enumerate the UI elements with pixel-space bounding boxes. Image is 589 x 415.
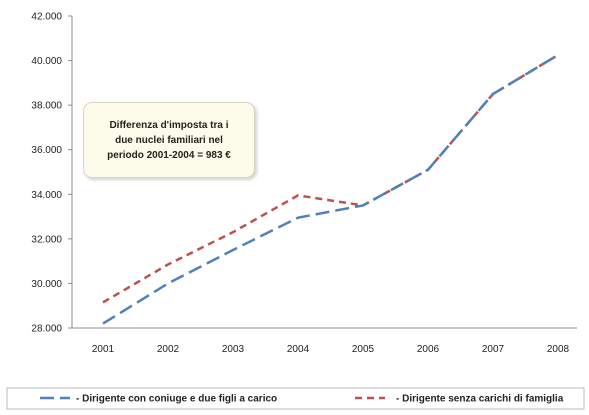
x-tick-label: 2005 xyxy=(352,344,375,355)
legend-label: - Dirigente senza carichi di famiglia xyxy=(396,394,564,405)
y-tick-label: 36.000 xyxy=(31,145,62,156)
x-tick-label: 2007 xyxy=(482,344,505,355)
y-tick-label: 30.000 xyxy=(31,279,62,290)
series-lines xyxy=(102,53,559,325)
x-tick-label: 2006 xyxy=(417,344,440,355)
y-tick-label: 28.000 xyxy=(31,324,62,335)
legend-label: - Dirigente con coniuge e due figli a ca… xyxy=(76,394,277,405)
x-tick-label: 2002 xyxy=(157,344,180,355)
annotation-box: Differenza d'imposta tra i due nuclei fa… xyxy=(83,102,255,178)
x-tick-label: 2008 xyxy=(547,344,570,355)
series-line-2 xyxy=(102,53,559,304)
x-tick-label: 2001 xyxy=(92,344,115,355)
series-line-1 xyxy=(102,53,559,325)
y-tick-label: 32.000 xyxy=(31,234,62,245)
annotation-text: Differenza d'imposta tra i due nuclei fa… xyxy=(107,119,231,161)
x-tick-labels: 2001 2002 2003 2004 2005 2006 2007 2008 xyxy=(92,344,570,355)
x-tick-label: 2004 xyxy=(287,344,310,355)
legend: - Dirigente con coniuge e due figli a ca… xyxy=(40,394,564,405)
y-tick-labels: 28.000 30.000 32.000 34.000 36.000 38.000 40.0… xyxy=(31,12,72,335)
y-tick-label: 40.000 xyxy=(31,56,62,67)
y-tick-label: 42.000 xyxy=(31,12,62,23)
y-tick-label: 34.000 xyxy=(31,190,62,201)
legend-box xyxy=(6,387,585,410)
y-tick-label: 38.000 xyxy=(31,101,62,112)
x-tick-label: 2003 xyxy=(222,344,245,355)
